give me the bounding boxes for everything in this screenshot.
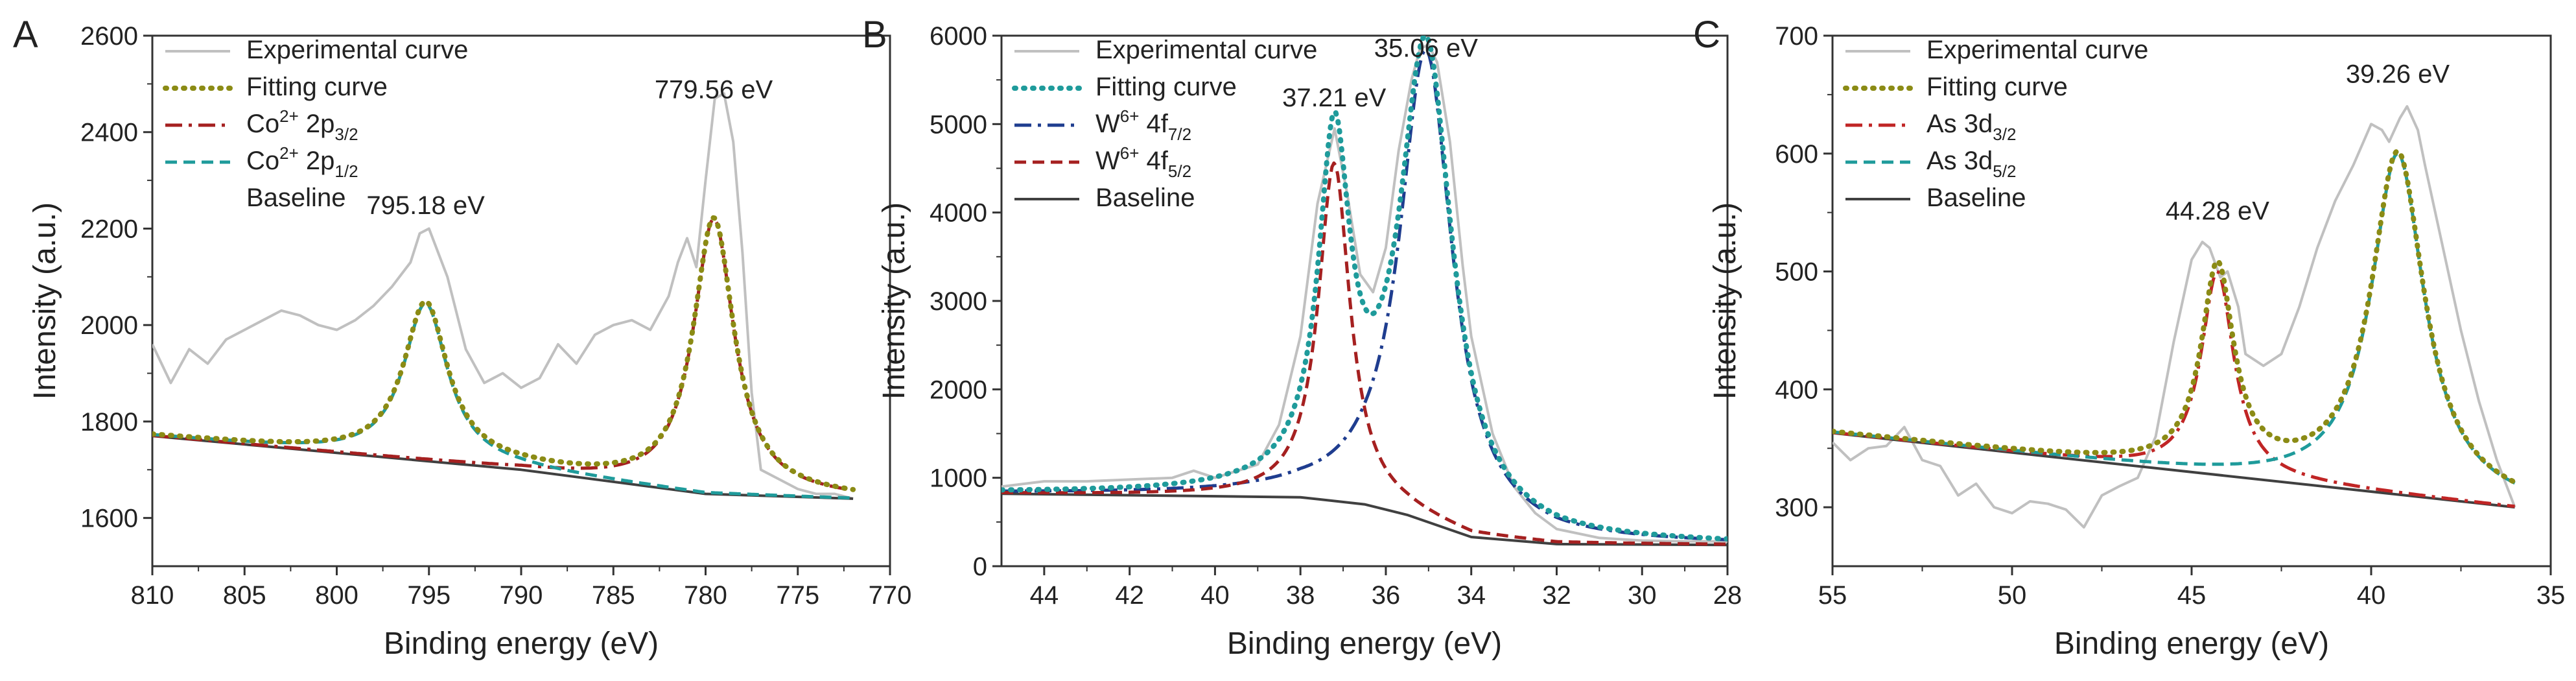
legend-entry: Fitting curve: [246, 73, 388, 101]
x-tick-label: 770: [869, 581, 912, 610]
y-tick-label: 2000: [930, 376, 987, 404]
y-tick-label: 4000: [930, 199, 987, 228]
x-tick-label: 44: [1030, 581, 1059, 610]
peak-label: 779.56 eV: [655, 76, 773, 104]
y-tick-label: 500: [1775, 258, 1818, 287]
legend-entry: W6+ 4f5/2: [1095, 143, 1191, 181]
x-tick-label: 35: [2536, 581, 2566, 610]
x-tick-label: 36: [1372, 581, 1401, 610]
x-tick-label: 42: [1115, 581, 1144, 610]
peak-curve-2: [1832, 152, 2516, 485]
plot-area: [1001, 36, 1727, 547]
legend-entry: Co2+ 2p1/2: [246, 143, 358, 181]
y-axis-label: Intensity (a.u.): [1708, 202, 1742, 400]
x-axis-label: Binding energy (eV): [1227, 627, 1502, 661]
x-tick-label: 790: [500, 581, 543, 610]
plot-area: [152, 92, 856, 500]
y-tick-label: 700: [1775, 22, 1818, 51]
panel-letter: C: [1693, 14, 1720, 56]
x-tick-label: 775: [776, 581, 819, 610]
legend-entry: W6+ 4f7/2: [1095, 106, 1191, 144]
x-tick-label: 805: [223, 581, 266, 610]
plot-area: [1832, 105, 2518, 529]
x-tick-label: 810: [131, 581, 174, 610]
legend-entry: Baseline: [1926, 184, 2026, 212]
legend-entry: Experimental curve: [1095, 36, 1317, 64]
y-axis-label: Intensity (a.u.): [28, 202, 62, 400]
x-tick-label: 40: [2357, 581, 2386, 610]
peak-label: 35.06 eV: [1374, 34, 1478, 63]
y-tick-label: 5000: [930, 110, 987, 139]
peak-label: 795.18 eV: [366, 191, 485, 220]
experimental-curve: [152, 92, 854, 500]
panel-letter: B: [862, 14, 887, 56]
peak-label: 44.28 eV: [2166, 197, 2269, 226]
y-tick-label: 6000: [930, 22, 987, 51]
x-tick-label: 795: [407, 581, 451, 610]
legend-entry: Baseline: [246, 184, 345, 212]
peak-label: 39.26 eV: [2346, 60, 2450, 89]
x-tick-label: 55: [1818, 581, 1847, 610]
x-axis-label: Binding energy (eV): [2054, 627, 2329, 661]
x-tick-label: 780: [684, 581, 727, 610]
experimental-curve: [1832, 105, 2516, 529]
panel-a: A 810 805 800 795 790 785 780 775 770 1600 1800 2000…: [13, 14, 911, 661]
panel-letter: A: [13, 14, 38, 56]
legend-entry: Fitting curve: [1926, 73, 2068, 101]
y-tick-label: 1800: [80, 408, 138, 436]
fitting-curve: [1001, 36, 1727, 542]
x-tick-label: 38: [1286, 581, 1315, 610]
x-tick-label: 28: [1713, 581, 1742, 610]
x-tick-label: 50: [1998, 581, 2027, 610]
x-tick-label: 34: [1457, 581, 1486, 610]
y-axis-label: Intensity (a.u.): [877, 202, 911, 400]
peak-curve-2: [1001, 161, 1727, 546]
x-tick-label: 45: [2177, 581, 2207, 610]
y-tick-label: 2400: [80, 119, 138, 147]
x-tick-label: 32: [1542, 581, 1571, 610]
y-tick-label: 0: [973, 553, 987, 581]
experimental-curve: [1001, 43, 1727, 543]
y-tick-label: 3000: [930, 287, 987, 316]
y-tick-label: 600: [1775, 140, 1818, 169]
legend-entry: Fitting curve: [1095, 73, 1237, 101]
panel-c: C 55 50 45 40 35 300 400 500 600 700 Binding energy…: [1693, 14, 2565, 661]
legend-entry: As 3d5/2: [1926, 147, 2016, 181]
legend-entry: Co2+ 2p3/2: [246, 106, 358, 144]
y-tick-label: 2600: [80, 22, 138, 51]
peak-label: 37.21 eV: [1282, 84, 1386, 112]
baseline-curve: [1001, 492, 1727, 547]
panel-b: B 44 42 40 38 36 34 32 30 28 0 1000 2000 3000 4000 5000…: [862, 14, 1742, 661]
fitting-curve: [1832, 149, 2518, 485]
y-tick-label: 1600: [80, 505, 138, 533]
legend-entry: As 3d3/2: [1926, 110, 2016, 144]
y-tick-label: 300: [1775, 494, 1818, 522]
legend-entry: Experimental curve: [246, 36, 468, 64]
y-tick-label: 1000: [930, 464, 987, 493]
y-tick-label: 2000: [80, 311, 138, 340]
y-tick-label: 2200: [80, 215, 138, 243]
x-axis-label: Binding energy (eV): [384, 627, 659, 661]
x-tick-label: 30: [1628, 581, 1657, 610]
baseline-curve: [152, 435, 854, 500]
fitting-curve: [152, 215, 856, 492]
legend-entry: Baseline: [1095, 184, 1195, 212]
y-tick-label: 400: [1775, 376, 1818, 404]
legend-entry: Experimental curve: [1926, 36, 2148, 64]
x-tick-label: 800: [315, 581, 358, 610]
x-tick-label: 40: [1200, 581, 1230, 610]
x-tick-label: 785: [592, 581, 635, 610]
